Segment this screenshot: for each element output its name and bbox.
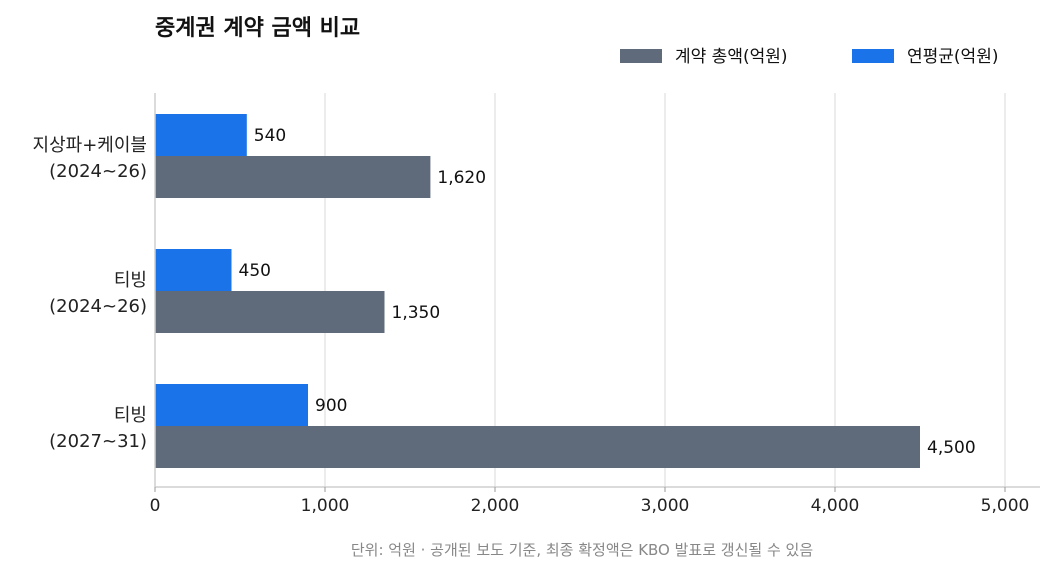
footnote: 단위: 억원 · 공개된 보도 기준, 최종 확정액은 KBO 발표로 갱신될 … (351, 541, 813, 559)
data-label: 450 (239, 261, 271, 281)
data-label: 4,500 (927, 438, 976, 458)
bar (155, 249, 232, 291)
x-tick-label: 4,000 (811, 496, 860, 516)
category-label: (2024~26) (49, 296, 147, 317)
data-label: 900 (315, 396, 347, 416)
x-tick-label: 2,000 (471, 496, 520, 516)
category-labels: 지상파+케이블 (2024~26) 티빙 (2024~26) 티빙 (2027~31) (33, 135, 147, 452)
category-label: 지상파+케이블 (33, 135, 147, 156)
x-axis: 0 1,000 2,000 3,000 4,000 5,000 (150, 93, 1040, 516)
category-label: 티빙 (114, 405, 147, 426)
legend-label: 연평균(억원) (907, 47, 998, 67)
data-label: 1,350 (392, 303, 441, 323)
bar (155, 291, 385, 333)
x-tick-label: 5,000 (981, 496, 1030, 516)
bar (155, 156, 431, 198)
bar (155, 426, 920, 468)
legend: 계약 총액(억원) 연평균(억원) (620, 47, 998, 67)
legend-swatch (852, 49, 894, 63)
data-label: 540 (254, 126, 286, 146)
data-label: 1,620 (437, 168, 486, 188)
bar (155, 384, 308, 426)
legend-label: 계약 총액(억원) (675, 47, 788, 67)
x-tick-label: 0 (150, 496, 161, 516)
category-label: (2027~31) (49, 431, 147, 452)
legend-swatch (620, 49, 662, 63)
category-label: 티빙 (114, 270, 147, 291)
x-tick-label: 1,000 (301, 496, 350, 516)
chart-title: 중계권 계약 금액 비교 (155, 16, 360, 41)
bar (155, 114, 247, 156)
category-label: (2024~26) (49, 161, 147, 182)
gridlines (324, 93, 1006, 487)
x-tick-label: 3,000 (641, 496, 690, 516)
bars: 540 1,620 450 1,350 900 4,500 (155, 114, 976, 468)
